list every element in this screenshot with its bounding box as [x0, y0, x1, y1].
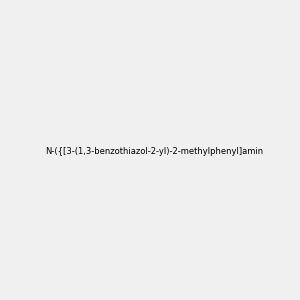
- Text: N-({[3-(1,3-benzothiazol-2-yl)-2-methylphenyl]amin: N-({[3-(1,3-benzothiazol-2-yl)-2-methylp…: [45, 147, 263, 156]
